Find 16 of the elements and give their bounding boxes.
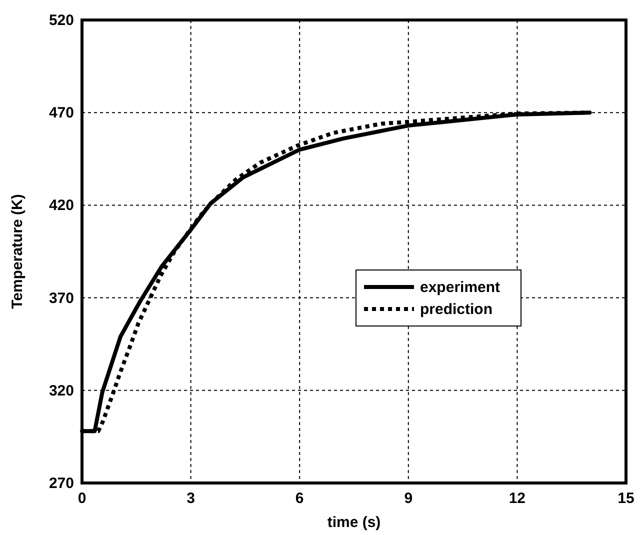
legend-label: prediction bbox=[420, 301, 493, 318]
x-tick-label: 12 bbox=[508, 490, 526, 507]
y-tick-label: 420 bbox=[48, 197, 74, 214]
x-tick-label: 0 bbox=[78, 490, 86, 507]
y-tick-label: 470 bbox=[48, 104, 74, 122]
y-tick-label: 320 bbox=[48, 382, 74, 400]
y-tick-label: 270 bbox=[48, 475, 74, 492]
x-axis-title: time (s) bbox=[327, 514, 381, 531]
x-tick-label: 15 bbox=[618, 490, 634, 507]
x-tick-label: 6 bbox=[295, 490, 304, 507]
y-tick-label: 520 bbox=[48, 12, 74, 29]
y-tick-label: 370 bbox=[48, 290, 74, 307]
legend-label: experiment bbox=[420, 279, 500, 296]
x-tick-label: 9 bbox=[404, 490, 413, 507]
y-axis-title: Temperature (K) bbox=[9, 194, 26, 309]
x-tick-label: 3 bbox=[186, 490, 195, 507]
